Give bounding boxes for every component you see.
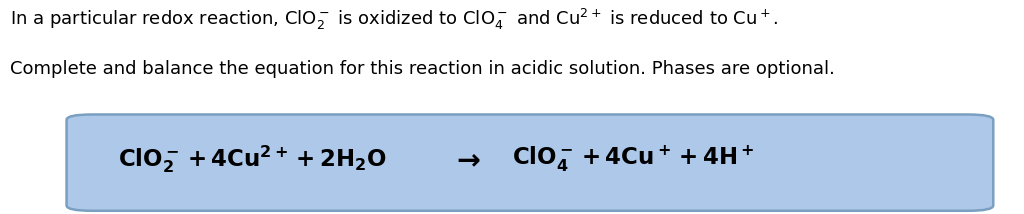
Text: $\mathbf{ClO_2^- + 4Cu^{2+} + 2H_2O}$: $\mathbf{ClO_2^- + 4Cu^{2+} + 2H_2O}$ xyxy=(118,144,386,175)
FancyBboxPatch shape xyxy=(67,114,993,211)
Text: $\mathbf{\rightarrow}$: $\mathbf{\rightarrow}$ xyxy=(451,146,481,173)
Text: In a particular redox reaction, $\mathregular{ClO_2^-}$ is oxidized to $\mathreg: In a particular redox reaction, $\mathre… xyxy=(10,6,779,31)
Text: $\mathbf{ClO_4^- + 4Cu^+ + 4H^+}$: $\mathbf{ClO_4^- + 4Cu^+ + 4H^+}$ xyxy=(512,144,755,174)
Text: Complete and balance the equation for this reaction in acidic solution. Phases a: Complete and balance the equation for th… xyxy=(10,60,836,78)
